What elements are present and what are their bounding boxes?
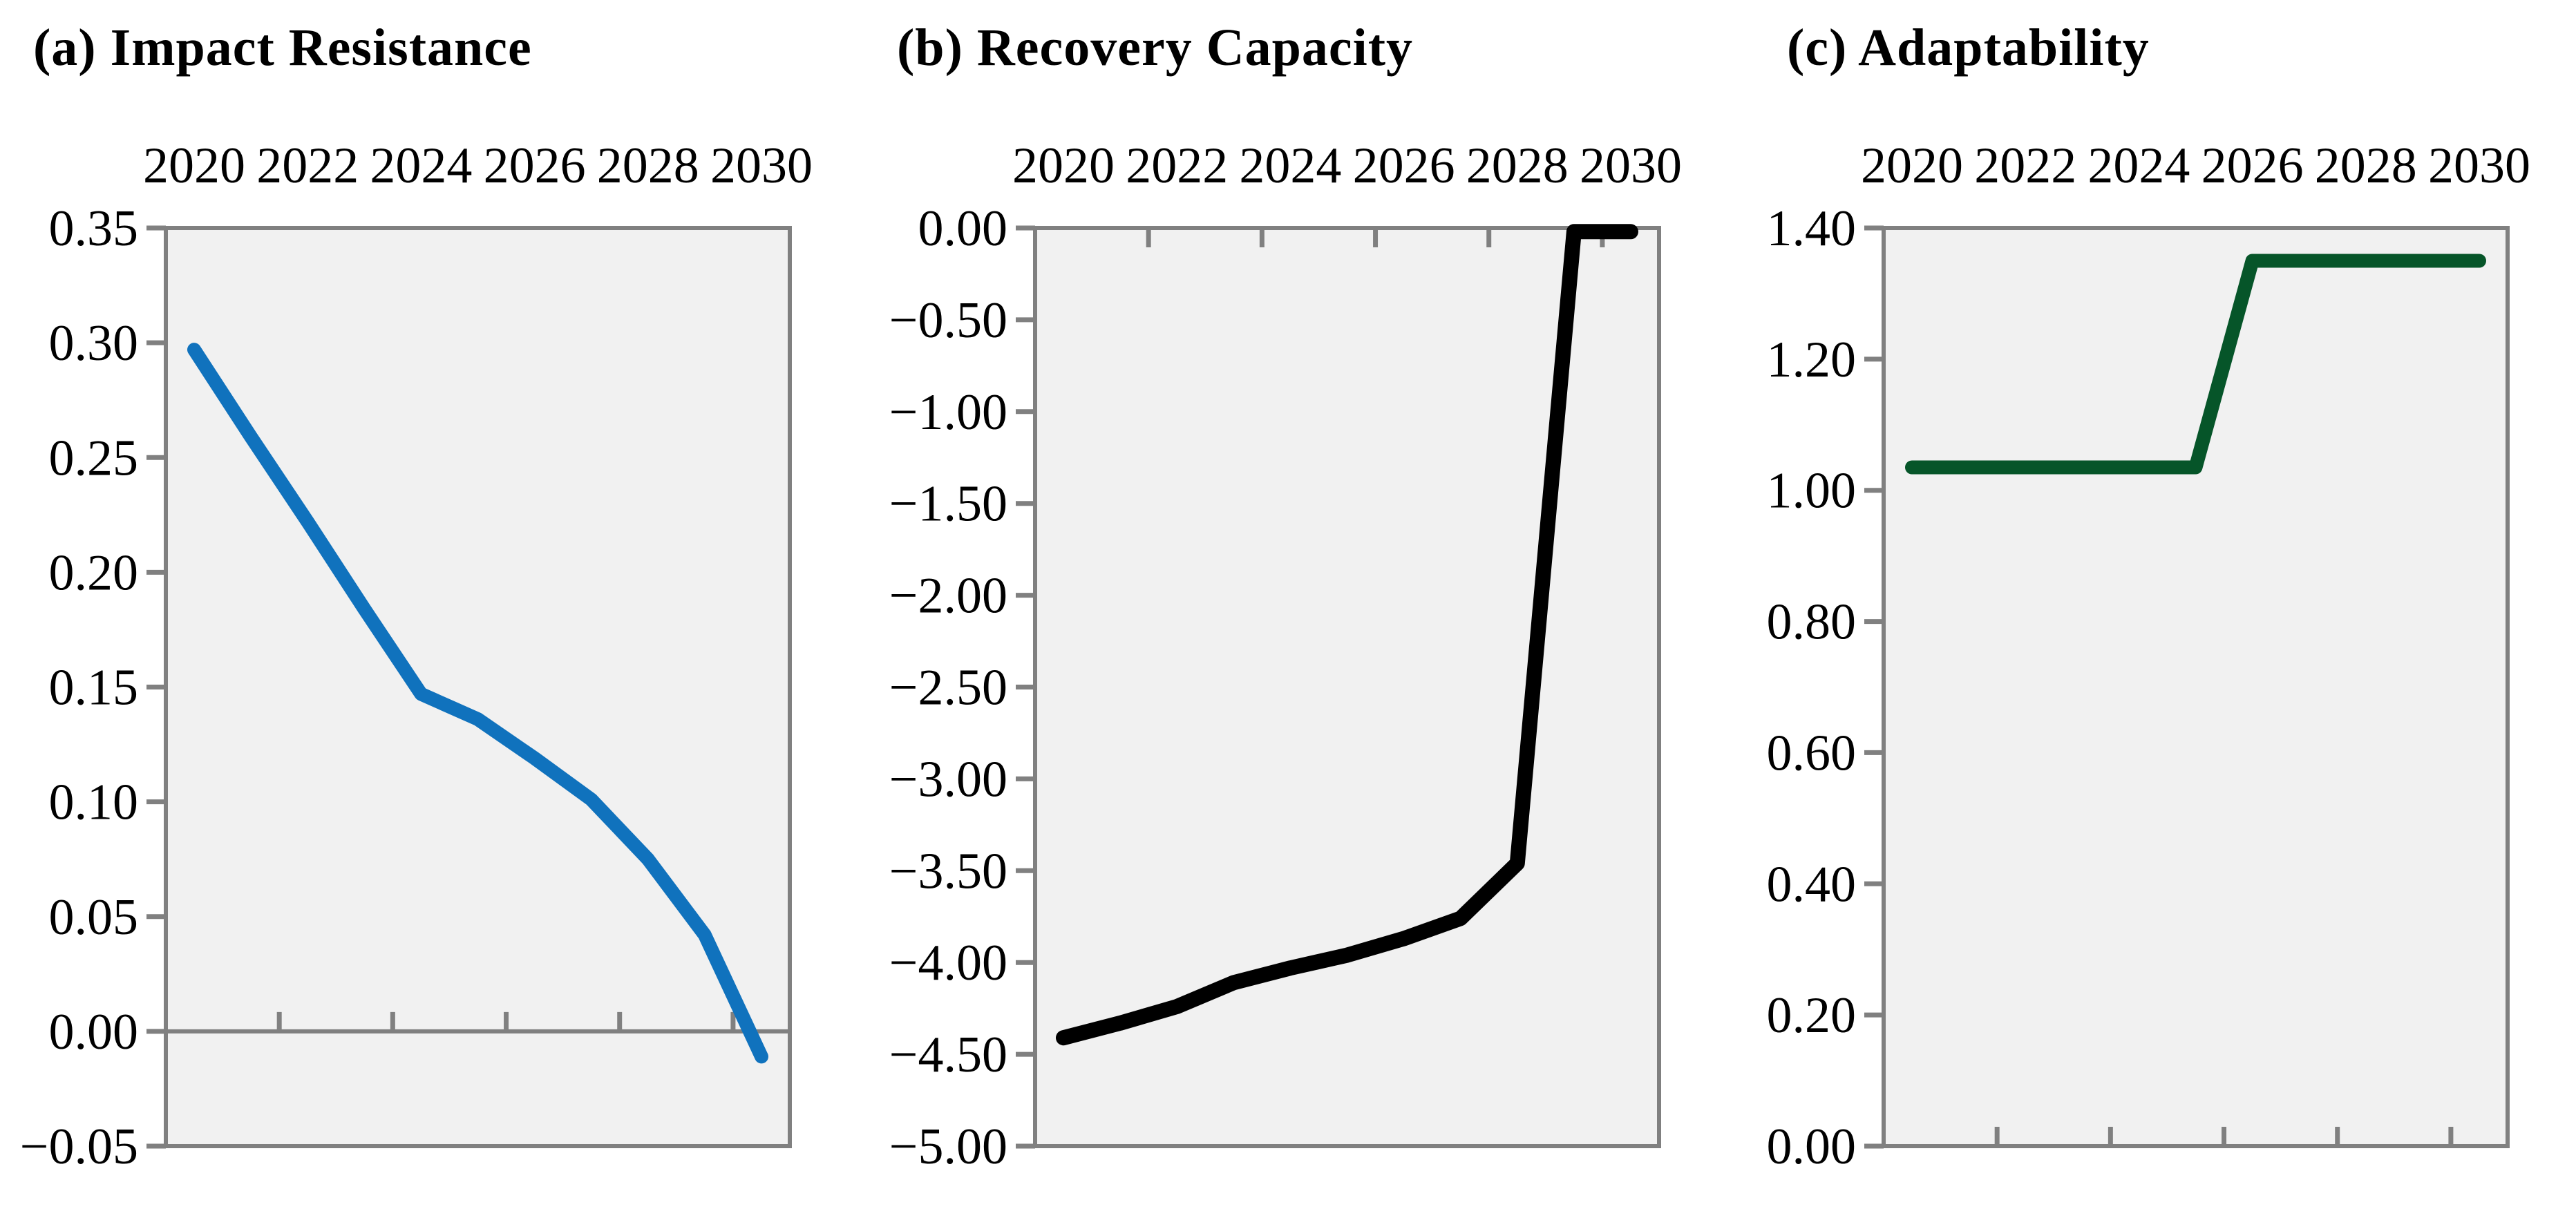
y-tick-label: 0.20 xyxy=(1767,987,1857,1044)
x-tick-label: 2022 xyxy=(1974,137,2076,194)
y-tick-label: −0.50 xyxy=(889,292,1007,349)
y-tick-label: 0.20 xyxy=(49,544,139,601)
x-tick-label: 2020 xyxy=(1861,137,1963,194)
y-tick-label: 0.30 xyxy=(49,315,139,372)
plot-area xyxy=(1882,226,2510,1148)
x-tick-label: 2030 xyxy=(710,137,813,194)
y-tick-label: 1.20 xyxy=(1767,332,1857,388)
impact-resistance-chart: 0.35 0.30 0.25 0.20 0.15 0.10 0.05 0.00 −0.05 202… xyxy=(20,137,813,1175)
y-tick-label: 1.40 xyxy=(1767,200,1857,257)
x-tick-label: 2020 xyxy=(143,137,245,194)
y-tick-label: −5.00 xyxy=(889,1118,1007,1175)
panel-a-title: (a) Impact Resistance xyxy=(33,19,532,77)
y-tick-label: −1.00 xyxy=(889,384,1007,441)
y-tick-label: 0.00 xyxy=(1767,1118,1857,1175)
y-tick-label: −2.50 xyxy=(889,660,1007,716)
x-tick-label: 2028 xyxy=(2315,137,2417,194)
recovery-capacity-line xyxy=(1056,224,1638,1046)
x-tick-label: 2024 xyxy=(370,137,472,194)
y-tick-label: 0.25 xyxy=(49,430,139,486)
y-tick-label: −2.00 xyxy=(889,568,1007,625)
y-tick-label: 0.60 xyxy=(1767,725,1857,781)
plot-area xyxy=(164,226,792,1148)
y-tick-label: 0.00 xyxy=(918,200,1008,257)
x-tick-label: 2026 xyxy=(2201,137,2304,194)
panel-adaptability: (c) Adaptability 1.40 1.20 1.00 0.80 0.60 0.4… xyxy=(1718,0,2576,1209)
x-tick-label: 2022 xyxy=(1126,137,1228,194)
y-tick-label: 0.10 xyxy=(49,774,139,831)
y-tick-label: −3.50 xyxy=(889,843,1007,899)
y-tick-label: 0.05 xyxy=(49,889,139,946)
y-tick-label: −4.50 xyxy=(889,1027,1007,1083)
y-tick-label: 0.35 xyxy=(49,200,139,257)
y-tick-label: −1.50 xyxy=(889,476,1007,533)
y-tick-label: −3.00 xyxy=(889,751,1007,808)
panel-c-title: (c) Adaptability xyxy=(1787,19,2150,77)
y-tick-label: −0.05 xyxy=(20,1118,138,1175)
x-tick-label: 2022 xyxy=(256,137,359,194)
x-tick-label: 2020 xyxy=(1012,137,1115,194)
adaptability-chart: 1.40 1.20 1.00 0.80 0.60 0.40 0.20 0.00 2020 2022… xyxy=(1767,137,2530,1175)
x-tick-label: 2028 xyxy=(1466,137,1569,194)
impact-resistance-line xyxy=(187,343,768,1064)
y-tick-label: 1.00 xyxy=(1767,463,1857,520)
y-tick-label: 0.00 xyxy=(49,1004,139,1060)
adaptability-line xyxy=(1905,254,2486,475)
y-tick-label: −4.00 xyxy=(889,935,1007,991)
x-tick-label: 2026 xyxy=(1353,137,1455,194)
x-tick-label: 2024 xyxy=(1239,137,1341,194)
recovery-capacity-chart: 0.00 −0.50 −1.00 −1.50 −2.00 −2.50 −3.00 −3.50 −… xyxy=(889,137,1682,1175)
x-tick-label: 2030 xyxy=(1580,137,1682,194)
x-tick-label: 2030 xyxy=(2428,137,2530,194)
x-tick-label: 2028 xyxy=(597,137,699,194)
y-tick-label: 0.40 xyxy=(1767,856,1857,913)
panel-b-title: (b) Recovery Capacity xyxy=(897,19,1414,77)
x-tick-label: 2026 xyxy=(484,137,586,194)
y-tick-label: 0.15 xyxy=(49,660,139,716)
y-tick-label: 0.80 xyxy=(1767,594,1857,651)
panel-impact-resistance: (a) Impact Resistance 0.35 0.30 0.25 0.20 0.… xyxy=(0,0,859,1209)
panel-recovery-capacity: (b) Recovery Capacity 0.00 −0.50 −1.00 −1.5… xyxy=(859,0,1718,1209)
x-tick-label: 2024 xyxy=(2087,137,2190,194)
